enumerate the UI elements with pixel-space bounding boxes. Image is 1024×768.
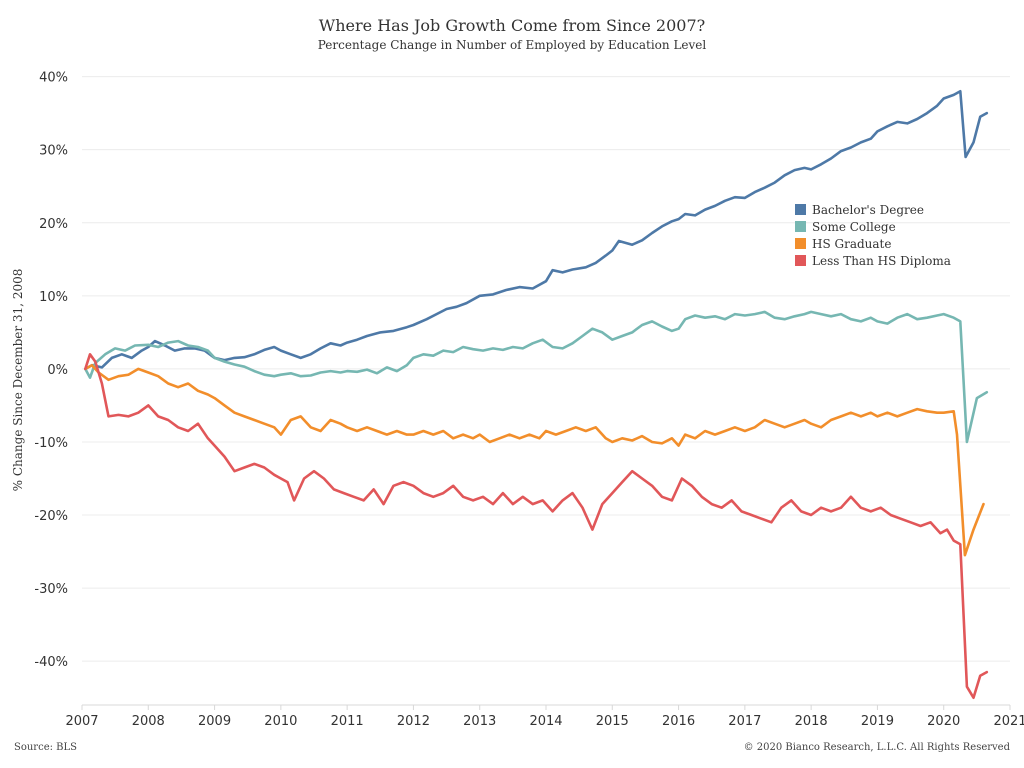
legend-swatch bbox=[795, 238, 806, 249]
x-tick-label: 2012 bbox=[397, 714, 430, 729]
x-tick-label: 2015 bbox=[596, 714, 629, 729]
series-line-2 bbox=[84, 363, 985, 557]
x-tick-label: 2021 bbox=[993, 714, 1024, 729]
legend-label: Some College bbox=[812, 220, 896, 234]
legend-swatch bbox=[795, 204, 806, 215]
legend-swatch bbox=[795, 255, 806, 266]
x-tick-label: 2016 bbox=[662, 714, 695, 729]
legend: Bachelor's Degree Some College HS Graduate… bbox=[795, 203, 951, 268]
x-axis-ticks: 2007 2008 2009 2010 2011 2012 2013 2014 2015 2016… bbox=[65, 704, 1024, 729]
chart-title: Where Has Job Growth Come from Since 200… bbox=[319, 16, 705, 35]
x-tick-label: 2018 bbox=[795, 714, 828, 729]
legend-label: Less Than HS Diploma bbox=[812, 254, 951, 268]
y-tick-label: -40% bbox=[34, 655, 68, 670]
y-tick-label: 0% bbox=[47, 363, 68, 378]
y-tick-label: -10% bbox=[34, 436, 68, 451]
x-tick-label: 2013 bbox=[463, 714, 496, 729]
gridlines bbox=[82, 76, 1010, 662]
series-line-1 bbox=[84, 310, 989, 444]
y-tick-label: -30% bbox=[34, 582, 68, 597]
x-tick-label: 2008 bbox=[132, 714, 165, 729]
y-tick-label: 40% bbox=[39, 71, 68, 86]
y-tick-label: 20% bbox=[39, 217, 68, 232]
y-tick-label: 10% bbox=[39, 290, 68, 305]
legend-swatch bbox=[795, 221, 806, 232]
legend-label: Bachelor's Degree bbox=[812, 203, 924, 217]
series-line-0 bbox=[84, 89, 989, 371]
legend-label: HS Graduate bbox=[812, 237, 891, 251]
x-tick-label: 2010 bbox=[264, 714, 297, 729]
y-tick-label: 30% bbox=[39, 144, 68, 159]
source-note: Source: BLS bbox=[14, 742, 77, 753]
series-line-3 bbox=[84, 353, 989, 699]
copyright-note: © 2020 Bianco Research, L.L.C. All Right… bbox=[744, 742, 1011, 753]
x-tick-label: 2017 bbox=[728, 714, 761, 729]
x-tick-label: 2020 bbox=[927, 714, 960, 729]
x-tick-label: 2009 bbox=[198, 714, 231, 729]
x-tick-label: 2007 bbox=[65, 714, 98, 729]
y-tick-label: -20% bbox=[34, 509, 68, 524]
chart-subtitle: Percentage Change in Number of Employed … bbox=[318, 38, 707, 52]
x-tick-label: 2014 bbox=[529, 714, 562, 729]
series-lines bbox=[84, 89, 989, 699]
y-axis-label: % Change Since December 31, 2008 bbox=[11, 269, 25, 492]
y-axis-ticks: 40% 30% 20% 10% 0% -10% -20% -30% -40% bbox=[34, 71, 68, 671]
x-tick-label: 2011 bbox=[331, 714, 364, 729]
x-tick-label: 2019 bbox=[861, 714, 894, 729]
